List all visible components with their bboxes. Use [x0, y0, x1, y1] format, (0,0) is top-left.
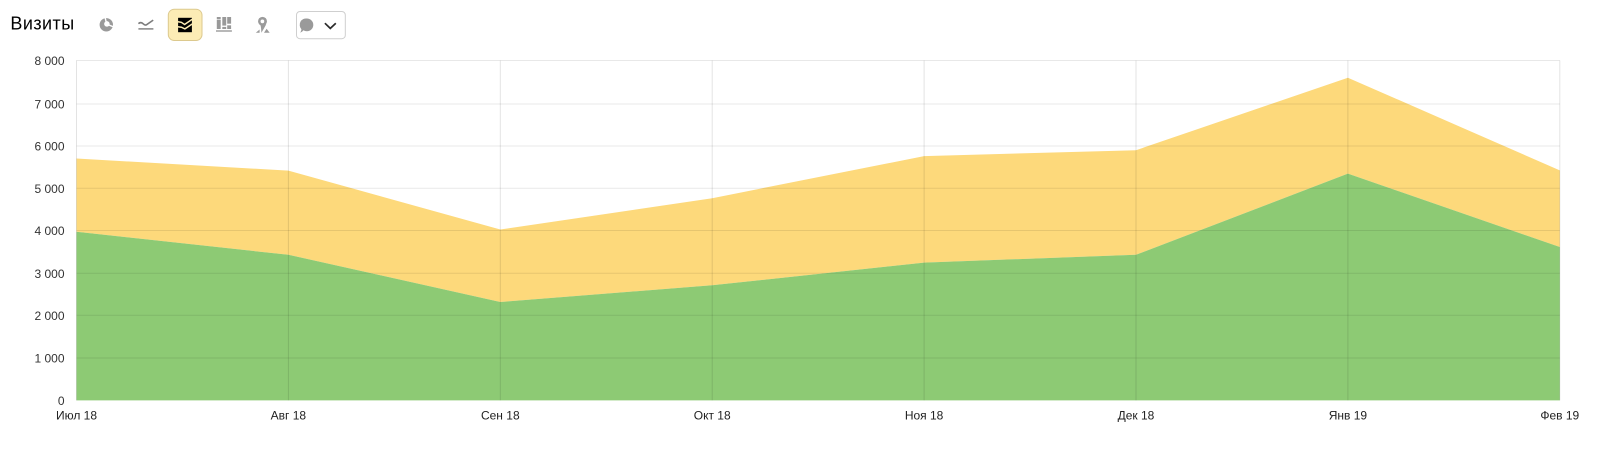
svg-text:5 000: 5 000	[34, 182, 64, 196]
svg-text:Визиты: Визиты	[10, 14, 74, 34]
svg-text:7 000: 7 000	[34, 98, 64, 112]
svg-text:2 000: 2 000	[34, 309, 64, 323]
svg-text:4 000: 4 000	[34, 224, 64, 238]
svg-text:Дек 18: Дек 18	[1118, 409, 1155, 423]
svg-text:Фев 19: Фев 19	[1540, 409, 1579, 423]
svg-text:1 000: 1 000	[34, 352, 64, 366]
svg-text:Июл 18: Июл 18	[56, 409, 97, 423]
svg-text:Авг 18: Авг 18	[271, 409, 307, 423]
svg-text:Ноя 18: Ноя 18	[905, 409, 944, 423]
svg-text:3 000: 3 000	[34, 267, 64, 281]
svg-text:8 000: 8 000	[34, 54, 64, 68]
svg-text:Окт 18: Окт 18	[694, 409, 731, 423]
svg-text:Сен 18: Сен 18	[481, 409, 520, 423]
svg-text:6 000: 6 000	[34, 140, 64, 154]
svg-text:0: 0	[58, 394, 65, 408]
svg-text:Янв 19: Янв 19	[1329, 409, 1368, 423]
